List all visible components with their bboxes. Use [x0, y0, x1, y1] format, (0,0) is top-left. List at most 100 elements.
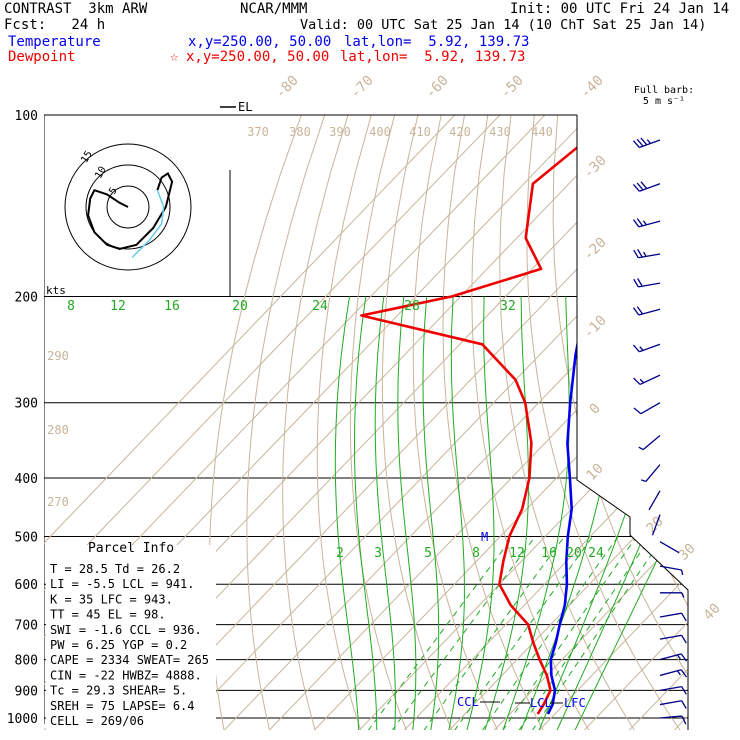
wind-barb-flag [633, 407, 642, 415]
dry-adiabat-line [471, 115, 590, 730]
isotherm-line [628, 115, 688, 730]
wind-barb [659, 685, 687, 695]
wind-barb-flag [632, 140, 640, 148]
dry-adiabat-line [578, 115, 688, 730]
isotherm-line [538, 115, 688, 730]
wind-barb-halfflag [676, 654, 681, 660]
wind-barb-staff [659, 700, 682, 706]
pressure-tick-label: 400 [15, 472, 38, 487]
wind-barb [632, 306, 661, 316]
hodograph-tail [131, 189, 165, 258]
isotherm-label: -10 [581, 313, 610, 342]
mixing-ratio-label: 16 [541, 546, 557, 561]
ccl-label: CCL [457, 695, 479, 709]
upper-scale-label: 32 [500, 299, 516, 314]
temperature-legend: Temperature [8, 34, 101, 50]
barb-key-title: Full barb: [634, 85, 694, 96]
wind-barb-flag [632, 344, 640, 353]
wind-barb [659, 653, 688, 662]
wind-barb-halfflag [639, 378, 645, 384]
upper-scale-label: 16 [164, 299, 180, 314]
lfc-label: LFC [564, 696, 586, 710]
wind-barb [632, 181, 661, 192]
wind-barb-staff [642, 434, 661, 451]
mixing-ratio-label: 12 [509, 546, 525, 561]
dry-adiabat-line [552, 115, 688, 730]
wind-barb-staff [659, 634, 682, 640]
wind-barb [659, 700, 687, 709]
mixing-ratio-line [518, 536, 652, 730]
theta-label: 390 [329, 125, 351, 139]
dewpoint-latlon: lat,lon= 5.92, 139.73 [340, 49, 526, 65]
theta-label: 370 [247, 125, 269, 139]
theta-label: 440 [531, 125, 553, 139]
wind-barb-halfflag [642, 220, 647, 226]
frame-right [576, 115, 689, 730]
moist-adiabat-line [574, 296, 688, 730]
lcl-label: LCL [530, 696, 552, 710]
model-title: CONTRAST 3km ARW [4, 1, 148, 17]
parcel-info-box [46, 545, 216, 730]
dewpoint-legend: Dewpoint [8, 49, 76, 65]
wind-barb-staff [648, 490, 661, 511]
wind-barb-halfflag [646, 139, 651, 144]
moist-adiabat-line [422, 296, 440, 730]
theta-label: 270 [47, 495, 69, 509]
theta-label: 280 [47, 423, 69, 437]
wind-barb-halfflag [681, 592, 685, 598]
pressure-tick-label: 800 [15, 654, 38, 669]
isotherm-line [403, 115, 688, 730]
wind-barb [659, 612, 687, 622]
barb-key-unit: 5 m s⁻¹ [643, 96, 685, 107]
isotherm-label: -60 [423, 73, 452, 102]
wind-barb [633, 249, 661, 259]
moist-adiabat-line [556, 296, 688, 730]
upper-scale-label: 12 [110, 299, 126, 314]
wind-barb-flag [680, 653, 688, 662]
isotherm-label: 40 [701, 601, 724, 624]
wind-barb-flag [636, 306, 644, 315]
pressure-tick-label: 300 [15, 397, 38, 412]
wind-barb [633, 402, 661, 415]
isotherm-label: -30 [581, 153, 610, 182]
theta-label: 400 [369, 125, 391, 139]
wind-barb-flag [632, 183, 640, 192]
moist-adiabat-line [397, 296, 417, 730]
upper-scale-label: 20 [232, 299, 248, 314]
wind-barb-flag [681, 715, 687, 725]
isotherm-label: 10 [584, 461, 607, 484]
wind-barb-flag [680, 669, 688, 678]
parcel-info-row: TT = 45 EL = 98. [50, 608, 166, 622]
dry-adiabat-line [282, 115, 349, 730]
isotherm-label: 20 [644, 514, 667, 537]
pressure-tick-label: 200 [15, 291, 38, 306]
isotherm-label: -50 [498, 73, 527, 102]
wind-barb-staff [640, 402, 661, 415]
parcel-info-row: K = 35 LFC = 943. [50, 592, 173, 606]
parcel-info-row: CIN = -22 HWBZ= 4888. [50, 668, 202, 682]
wind-barb-staff [659, 541, 680, 554]
wind-barb-flag [636, 182, 644, 191]
hodograph-units-label: kts [46, 284, 66, 297]
hodograph-ring [85, 164, 171, 250]
wind-barb-halfflag [643, 251, 647, 257]
parcel-info-title: Parcel Info [88, 541, 174, 556]
mixing-ratio-line [367, 536, 514, 730]
dewpoint-marker-icon: ☆ [170, 49, 179, 65]
hodograph-ring-label: 5 [107, 186, 120, 197]
dry-adiabat-line [412, 115, 499, 730]
isotherm-line [268, 115, 688, 730]
isotherm-line [493, 115, 688, 730]
wind-barb-halfflag [640, 479, 647, 483]
source-label: NCAR/MMM [240, 1, 308, 17]
mixing-ratio-label: 20 [566, 546, 582, 561]
wind-barb-flag [640, 137, 648, 146]
mixing-ratio-label: 3 [374, 546, 382, 561]
wind-barb-halfflag [681, 569, 684, 576]
pressure-tick-label: 900 [15, 684, 38, 699]
isotherm-label: -70 [348, 73, 377, 102]
hodograph-ring-label: 10 [93, 165, 109, 181]
isotherm-line [44, 115, 456, 730]
